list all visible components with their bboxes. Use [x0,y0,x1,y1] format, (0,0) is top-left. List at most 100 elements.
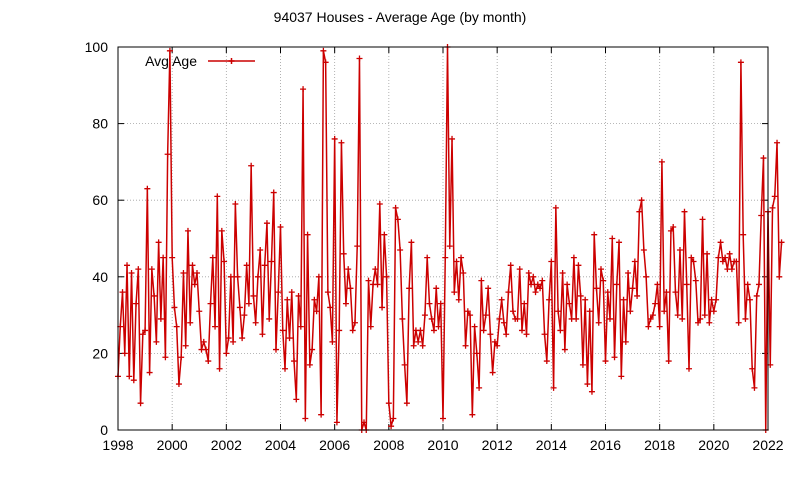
data-point [426,300,433,307]
data-point [356,55,363,62]
data-point [656,323,663,330]
data-point [713,296,720,303]
data-point [487,331,494,338]
data-point [187,319,194,326]
data-point [701,312,708,319]
data-point [676,246,683,253]
data-point [200,338,207,345]
data-point [740,231,747,238]
data-point [272,346,279,353]
data-point [613,281,620,288]
data-point [216,365,223,372]
data-point [121,350,128,357]
data-point [618,373,625,380]
data-point [376,201,383,208]
data-point [670,224,677,231]
data-point [324,289,331,296]
data-point [162,354,169,361]
data-point [449,135,456,142]
data-point [297,323,304,330]
data-point [679,315,686,322]
data-point [722,254,729,261]
data-point [597,266,604,273]
data-point [726,250,733,257]
data-point [541,331,548,338]
data-point [286,335,293,342]
data-point [311,296,318,303]
x-tick-label: 2012 [482,437,513,453]
data-point [354,243,361,250]
data-point [419,342,426,349]
data-point [268,258,275,265]
data-point [577,292,584,299]
data-point [365,277,372,284]
x-tick-label: 2002 [211,437,242,453]
data-point [704,250,711,257]
data-point [406,285,413,292]
data-point [503,331,510,338]
data-point [728,266,735,273]
data-point [175,381,182,388]
data-point [575,262,582,269]
data-point [471,323,478,330]
data-point [435,323,442,330]
data-point [225,335,232,342]
data-point [130,377,137,384]
data-point [417,327,424,334]
data-point [478,277,485,284]
data-point [367,323,374,330]
data-point [236,304,243,311]
data-point [528,281,535,288]
data-point [351,319,358,326]
data-point [649,312,656,319]
data-point [232,201,239,208]
x-tick-label: 1998 [102,437,133,453]
data-point [182,342,189,349]
data-point [514,315,521,322]
data-point [715,254,722,261]
data-point [476,384,483,391]
data-point [119,289,126,296]
data-point [401,361,408,368]
data-point [421,312,428,319]
data-point [309,346,316,353]
x-tick-label: 2016 [590,437,621,453]
data-point [248,162,255,169]
data-point [263,220,270,227]
data-point [282,365,289,372]
data-point [710,308,717,315]
data-point [555,308,562,315]
data-point [320,47,327,54]
data-point [579,361,586,368]
data-point [557,327,564,334]
data-point [437,300,444,307]
data-point [548,258,555,265]
data-point [706,319,713,326]
data-point [153,338,160,345]
data-point [171,304,178,311]
data-point [776,273,783,280]
data-point [329,338,336,345]
data-point [559,269,566,276]
data-point [625,269,632,276]
data-point [291,358,298,365]
data-point [778,239,785,246]
data-point [469,411,476,418]
data-point [496,315,503,322]
legend-label: Avg Age [145,53,197,69]
data-point [313,308,320,315]
y-tick-label: 0 [100,422,108,438]
data-point [636,208,643,215]
data-point [191,281,198,288]
data-point [270,189,277,196]
data-point [564,281,571,288]
data-point [733,258,740,265]
data-point [133,300,140,307]
data-point [500,319,507,326]
data-point [254,273,261,280]
x-tick-label: 2014 [536,437,567,453]
data-point [203,346,210,353]
data-point [139,331,146,338]
data-point [227,273,234,280]
